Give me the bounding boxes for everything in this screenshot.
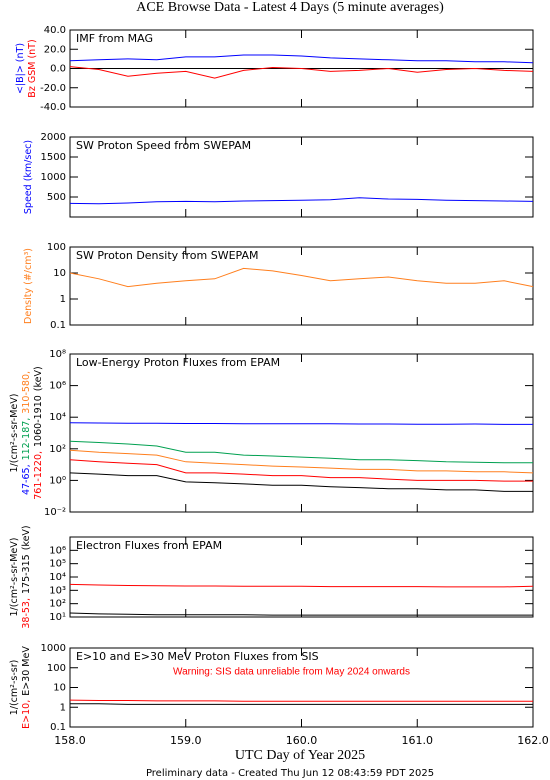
y-axis-label: <|B|> (nT) xyxy=(15,43,26,94)
series-line xyxy=(69,449,534,474)
x-axis-title: UTC Day of Year 2025 xyxy=(235,748,365,763)
y-tick-label: 10⁻² xyxy=(44,507,66,518)
panel: Electron Fluxes from EPAM 10¹ 10² 10³ 10⁴ 10⁵… xyxy=(9,525,534,629)
panel: SW Proton Speed from SWEPAM 500 1000 1500 20… xyxy=(23,132,534,218)
x-tick-label: 160.0 xyxy=(286,734,318,747)
y-tick-label: 1 xyxy=(60,702,66,713)
y-axis-label: 47-65, 112-187, 310-580, xyxy=(21,371,32,495)
x-tick-label: 158.0 xyxy=(54,734,86,747)
y-tick-label: 40.0 xyxy=(44,25,66,36)
y-tick-label: 10³ xyxy=(49,585,66,596)
y-axis-label-part: 38-53, xyxy=(21,598,32,629)
y-axis-label-part: 1/(cm²-s-sr-MeV) xyxy=(9,538,20,617)
y-axis-label: Bz GSM (nT) xyxy=(27,39,38,97)
y-tick-label: 10² xyxy=(49,599,66,610)
series-line xyxy=(69,699,533,702)
y-axis-label: Density (#/cm³) xyxy=(23,248,34,324)
y-axis-label-part: E>30 MeV xyxy=(21,646,32,696)
series-line xyxy=(69,440,533,464)
y-axis-label: 38-53, 175-315 (keV) xyxy=(21,525,32,628)
plot-frame xyxy=(69,353,534,513)
y-axis-label-part: 1/(cm²-s-sr-MeV) xyxy=(9,394,20,473)
y-tick-label: 100 xyxy=(47,663,66,674)
y-axis-label-part: 310-580, xyxy=(21,371,32,414)
y-axis-label-part: (keV) xyxy=(33,366,44,391)
y-axis-label-part: Speed (km/sec) xyxy=(23,140,34,214)
series-line xyxy=(69,267,534,288)
panel: E>10 and E>30 MeV Proton Fluxes from SIS… xyxy=(9,643,549,747)
y-axis-label: E>10, E>30 MeV xyxy=(21,646,32,729)
annotation: Warning: SIS data unreliable from May 20… xyxy=(173,667,410,678)
y-axis-label: 1/(cm²-s-sr-MeV) xyxy=(9,538,20,617)
y-tick-label: 1 xyxy=(60,294,66,305)
y-axis-label-part: (keV) xyxy=(21,525,32,550)
series-line xyxy=(69,197,534,205)
y-tick-label: 10⁶ xyxy=(49,545,66,556)
y-tick-label: 10⁴ xyxy=(49,572,66,583)
panel: IMF from MAG -40.0 -20.0 0.0 20.0 40.0 <|B|> (… xyxy=(15,25,534,113)
panel-title: Electron Fluxes from EPAM xyxy=(76,539,222,552)
y-tick-label: 1000 xyxy=(41,643,66,654)
y-tick-label: 100 xyxy=(47,242,66,253)
panel: Low-Energy Proton Fluxes from EPAM 10⁻² 10… xyxy=(9,349,534,518)
series-line xyxy=(70,703,533,705)
y-axis-label-part: Density (#/cm³) xyxy=(23,248,34,324)
series-line xyxy=(69,422,533,425)
y-tick-label: 0.1 xyxy=(50,722,66,733)
y-tick-label: 10¹ xyxy=(49,612,66,623)
y-axis-label-part: 1060-1910 xyxy=(33,395,44,447)
y-axis-label: Speed (km/sec) xyxy=(23,140,34,214)
y-tick-label: 20.0 xyxy=(44,44,66,55)
x-tick-label: 159.0 xyxy=(170,734,202,747)
series-line xyxy=(69,612,533,616)
panel-title: E>10 and E>30 MeV Proton Fluxes from SIS xyxy=(76,650,319,663)
y-axis-label-part: E>10, xyxy=(21,700,32,729)
y-axis-label-part: <|B|> (nT) xyxy=(15,43,26,94)
y-tick-label: 0.1 xyxy=(50,320,66,331)
y-tick-label: 10² xyxy=(49,444,66,455)
series-line xyxy=(69,54,534,64)
x-tick-label: 162.0 xyxy=(517,734,549,747)
y-axis-label-part: Bz GSM (nT) xyxy=(27,39,38,97)
y-axis-label: 1/(cm²-s-sr) xyxy=(9,660,20,716)
y-tick-label: 10⁰ xyxy=(49,475,66,486)
panel-title: SW Proton Density from SWEPAM xyxy=(76,249,258,262)
footer: Preliminary data - Created Thu Jun 12 08… xyxy=(146,768,434,779)
y-axis-label-part: 175-315 xyxy=(21,554,32,594)
y-tick-label: 10⁴ xyxy=(49,412,66,423)
y-tick-label: 10⁶ xyxy=(49,381,66,392)
y-tick-label: -20.0 xyxy=(40,83,66,94)
x-tick-label: 161.0 xyxy=(402,734,434,747)
panel-title: IMF from MAG xyxy=(76,32,153,45)
series-line xyxy=(69,459,533,482)
y-tick-label: 10⁸ xyxy=(49,349,66,360)
y-tick-label: 2000 xyxy=(41,132,66,143)
series-line xyxy=(69,66,534,79)
y-tick-label: 10⁵ xyxy=(49,559,66,570)
y-tick-label: 10 xyxy=(53,683,66,694)
y-axis-label-part: 1/(cm²-s-sr) xyxy=(9,660,20,716)
y-tick-label: 1000 xyxy=(41,172,66,183)
panel: SW Proton Density from SWEPAM 0.1 1 10 100 De… xyxy=(23,242,534,331)
y-axis-label-part: 47-65, xyxy=(21,464,32,495)
series-line xyxy=(69,583,534,588)
page-title: ACE Browse Data - Latest 4 Days (5 minut… xyxy=(136,0,444,15)
y-tick-label: 500 xyxy=(47,192,66,203)
y-axis-label: 1/(cm²-s-sr-MeV) xyxy=(9,394,20,473)
y-axis-label: 761-1220, 1060-1910 (keV) xyxy=(33,366,44,499)
y-axis-label-part: 761-1220, xyxy=(33,451,44,500)
series-line xyxy=(69,472,533,492)
y-tick-label: 10 xyxy=(53,268,66,279)
y-axis-label-part: 112-187, xyxy=(21,418,32,461)
y-tick-label: 1500 xyxy=(41,152,66,163)
y-tick-label: -40.0 xyxy=(40,102,66,113)
panel-title: SW Proton Speed from SWEPAM xyxy=(76,139,251,152)
panel-title: Low-Energy Proton Fluxes from EPAM xyxy=(76,356,280,369)
y-tick-label: 0.0 xyxy=(50,64,66,75)
